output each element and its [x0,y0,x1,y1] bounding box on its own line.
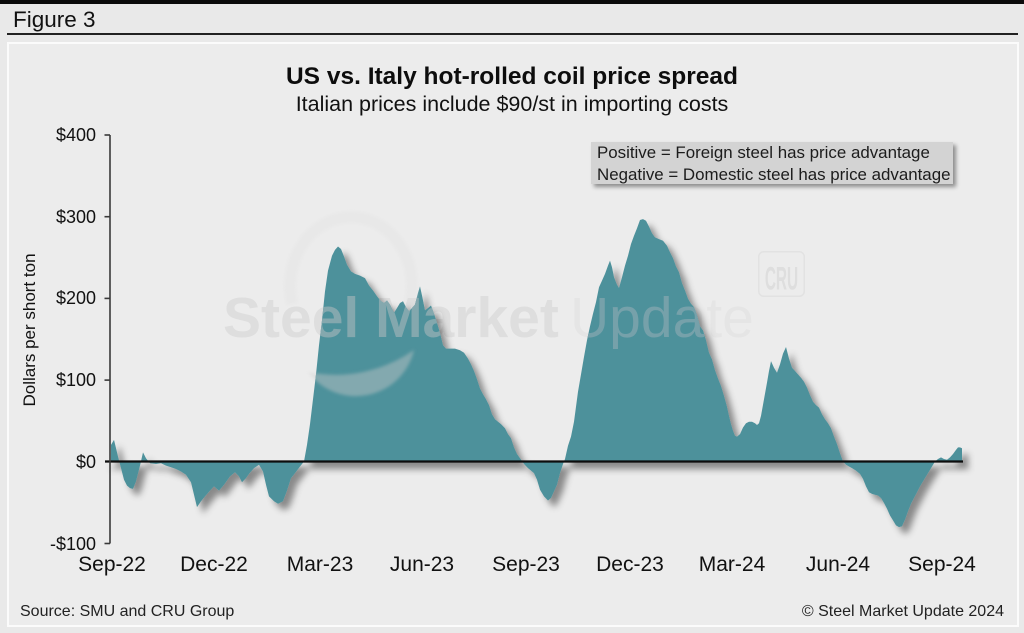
svg-text:CRU: CRU [765,261,798,297]
